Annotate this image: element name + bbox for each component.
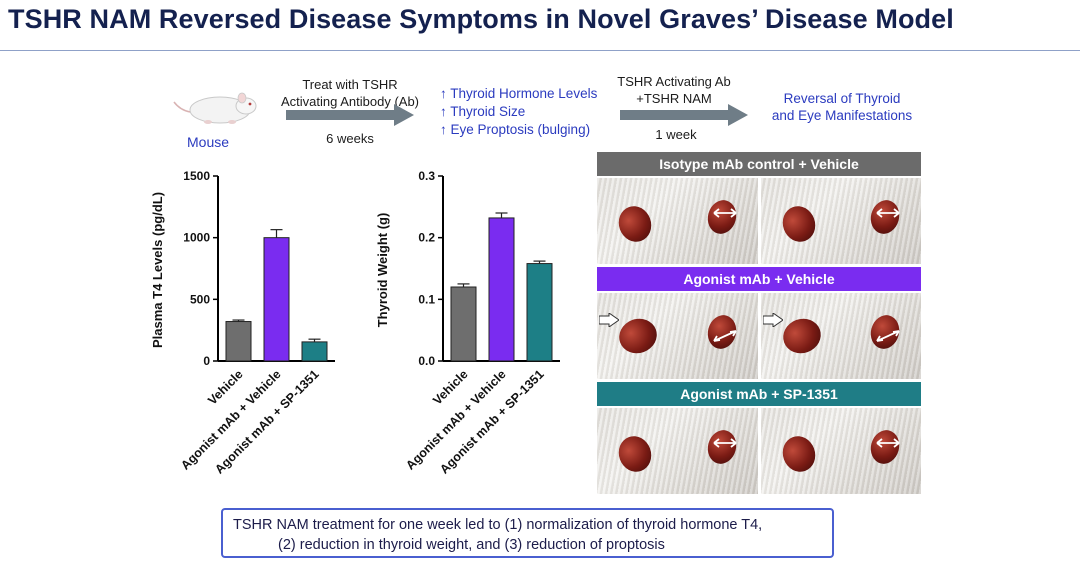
panel-header-agonist-vehicle: Agonist mAb + Vehicle — [597, 267, 921, 291]
chart2-ylabel: Thyroid Weight (g) — [375, 213, 390, 328]
y-tick-label: 0 — [203, 354, 210, 368]
double-arrow-icon — [876, 208, 900, 218]
eye-photo — [760, 408, 921, 494]
y-tick-label: 1000 — [183, 231, 210, 245]
title-divider — [0, 50, 1080, 51]
double-arrow-icon — [876, 330, 900, 342]
white-arrow-icon — [762, 313, 783, 327]
bar-0 — [450, 286, 477, 362]
chart-thyroid-weight: Thyroid Weight (g) 0.00.10.20.3VehicleAg… — [375, 169, 560, 477]
step2-label: TSHR Activating Ab +TSHR NAM — [608, 73, 740, 107]
eye-photo — [760, 293, 921, 379]
eye-photo — [597, 178, 758, 264]
bar-0 — [225, 321, 252, 362]
step2-line2: +TSHR NAM — [636, 91, 712, 106]
step2-arrow — [620, 104, 748, 126]
bar-2 — [301, 341, 328, 362]
panel-agonist-vehicle: Agonist mAb + Vehicle — [597, 267, 921, 379]
result-line1: Reversal of Thyroid — [783, 91, 901, 106]
double-arrow-icon — [876, 438, 900, 448]
eye-photo — [597, 408, 758, 494]
double-arrow-icon — [712, 330, 737, 342]
step2-line1: TSHR Activating Ab — [617, 74, 731, 89]
chart1-ylabel: Plasma T4 Levels (pg/dL) — [150, 192, 165, 348]
result-line2: and Eye Manifestations — [771, 108, 913, 123]
panel-agonist-sp1351: Agonist mAb + SP-1351 — [597, 382, 921, 494]
step1-duration: 6 weeks — [326, 131, 374, 146]
y-tick-label: 1500 — [183, 169, 210, 183]
step1-arrow — [286, 104, 414, 126]
slide-title: TSHR NAM Reversed Disease Symptoms in No… — [8, 4, 954, 34]
effect-thyroid-hormone: ↑ Thyroid Hormone Levels — [440, 86, 598, 101]
summary-line2: (2) reduction in thyroid weight, and (3)… — [278, 537, 665, 553]
y-tick-label: 0.0 — [418, 354, 435, 368]
effects-list: ↑ Thyroid Hormone Levels ↑ Thyroid Size … — [440, 85, 597, 139]
white-arrow-icon — [599, 313, 619, 327]
y-tick-label: 0.3 — [418, 169, 435, 183]
bar-2 — [526, 263, 553, 362]
eye-photo — [760, 178, 921, 264]
bar-1 — [263, 237, 290, 362]
mouse-label: Mouse — [187, 134, 230, 150]
effect-thyroid-size: ↑ Thyroid Size — [440, 104, 526, 119]
bar-1 — [488, 217, 515, 362]
double-arrow-icon — [712, 208, 737, 218]
mouse-icon — [173, 92, 257, 124]
y-tick-label: 0.2 — [418, 231, 435, 245]
result-label: Reversal of Thyroid and Eye Manifestatio… — [760, 90, 924, 124]
effect-eye-proptosis: ↑ Eye Proptosis (bulging) — [440, 122, 591, 137]
y-tick-label: 0.1 — [418, 292, 435, 306]
summary-box: TSHR NAM treatment for one week led to (… — [221, 508, 834, 558]
step1-line2: Activating Antibody (Ab) — [280, 94, 420, 109]
step2-duration: 1 week — [655, 127, 697, 142]
step1-label: Treat with TSHR Activating Antibody (Ab) — [268, 76, 432, 110]
y-tick-label: 500 — [190, 292, 210, 306]
chart-plasma-t4: Plasma T4 Levels (pg/dL) 050010001500Veh… — [150, 169, 335, 477]
step1-line1: Treat with TSHR — [302, 77, 398, 92]
panel-header-agonist-sp1351: Agonist mAb + SP-1351 — [597, 382, 921, 406]
panel-isotype-control: Isotype mAb control + Vehicle — [597, 152, 921, 264]
panel-header-isotype: Isotype mAb control + Vehicle — [597, 152, 921, 176]
double-arrow-icon — [712, 438, 737, 448]
eye-photo — [597, 293, 758, 379]
summary-line1: TSHR NAM treatment for one week led to (… — [233, 517, 763, 533]
